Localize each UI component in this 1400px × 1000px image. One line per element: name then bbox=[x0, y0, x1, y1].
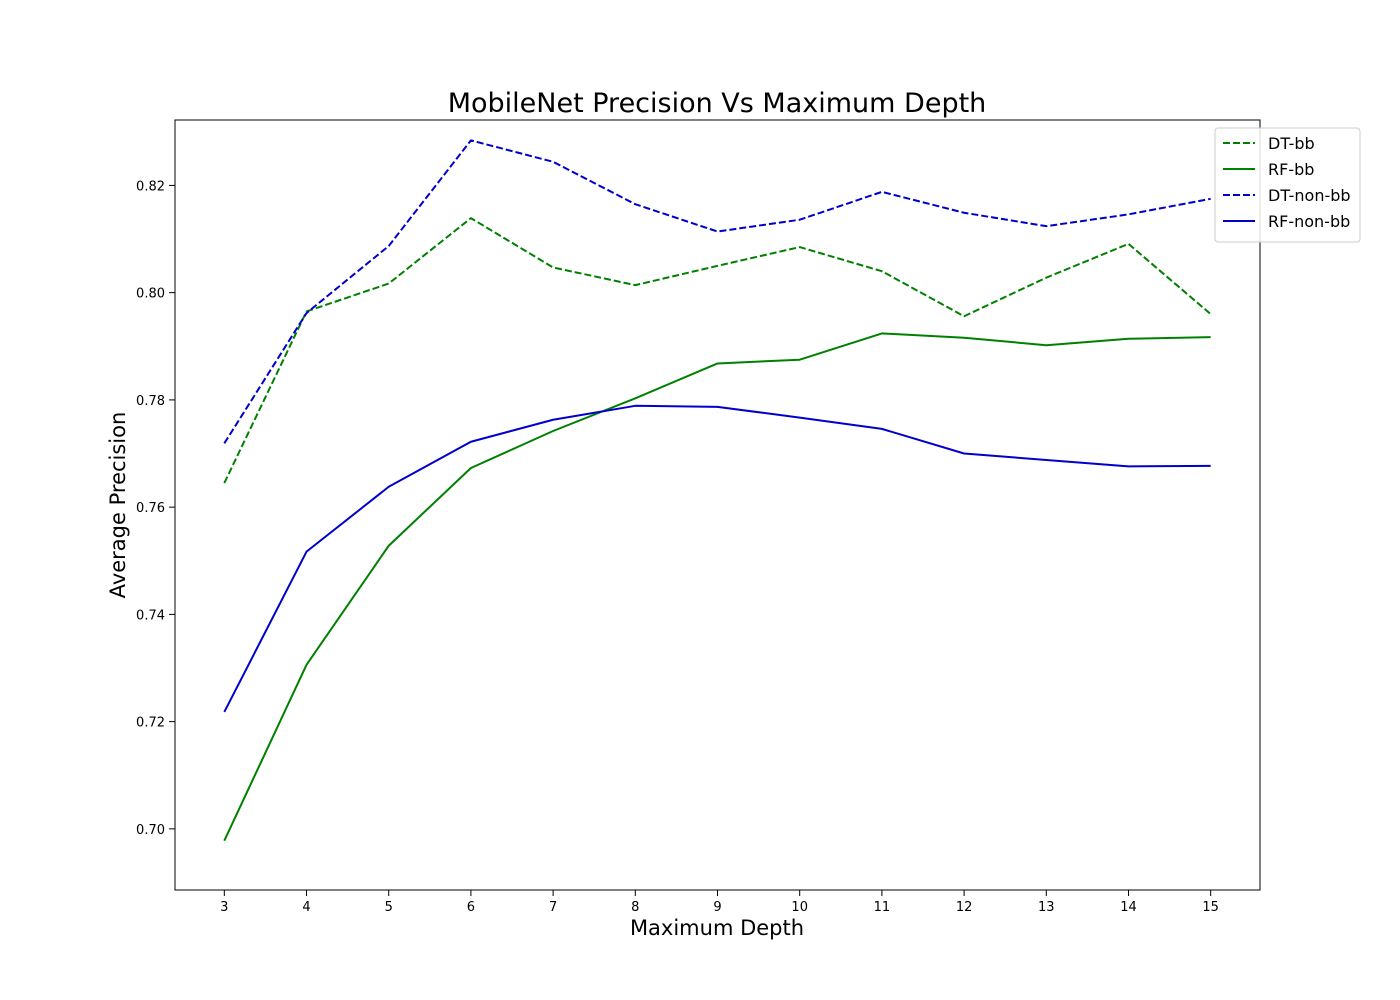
x-tick-label: 3 bbox=[220, 900, 228, 915]
plot-area: 3 4 5 6 7 8 9 10 11 12 13 14 15 0.70 0.72 0.74 0.76 0.78 0… bbox=[136, 119, 1261, 915]
chart-title: MobileNet Precision Vs Maximum Depth bbox=[448, 88, 987, 119]
y-tick-label: 0.74 bbox=[136, 608, 165, 623]
legend-label-rf-non-bb: RF-non-bb bbox=[1268, 212, 1350, 231]
y-tick-label: 0.76 bbox=[136, 501, 165, 516]
y-tick-label: 0.80 bbox=[136, 287, 165, 302]
legend-label-dt-non-bb: DT-non-bb bbox=[1268, 186, 1351, 205]
series-line-dt-non-bb bbox=[223, 139, 1211, 444]
series-line-dt-bb bbox=[223, 217, 1212, 484]
x-axis-title: Maximum Depth bbox=[630, 916, 804, 940]
legend-box bbox=[1214, 127, 1361, 243]
x-tick-label: 5 bbox=[385, 900, 393, 915]
legend: DT-bb RF-bb DT-non-bb RF-non-bb bbox=[1214, 127, 1361, 243]
x-tick-label: 12 bbox=[956, 900, 973, 915]
x-tick-label: 6 bbox=[467, 900, 475, 915]
x-tick-label: 4 bbox=[302, 900, 310, 915]
x-tick-label: 14 bbox=[1120, 900, 1137, 915]
legend-label-rf-bb: RF-bb bbox=[1268, 160, 1314, 179]
x-tick-label: 13 bbox=[1038, 900, 1055, 915]
x-tick-label: 11 bbox=[874, 900, 891, 915]
y-tick-label: 0.72 bbox=[136, 716, 165, 731]
x-tick-label: 7 bbox=[549, 900, 557, 915]
y-tick-label: 0.78 bbox=[136, 394, 165, 409]
series-line-rf-non-bb bbox=[223, 404, 1211, 713]
y-tick-label: 0.70 bbox=[136, 823, 165, 838]
x-tick-label: 8 bbox=[631, 900, 639, 915]
y-tick-label: 0.82 bbox=[136, 179, 165, 194]
y-axis-title: Average Precision bbox=[106, 412, 130, 599]
x-tick-label: 10 bbox=[791, 900, 808, 915]
series-line-rf-bb bbox=[223, 332, 1211, 842]
x-tick-label: 9 bbox=[713, 900, 721, 915]
x-tick-label: 15 bbox=[1202, 900, 1219, 915]
legend-label-dt-bb: DT-bb bbox=[1268, 134, 1315, 153]
